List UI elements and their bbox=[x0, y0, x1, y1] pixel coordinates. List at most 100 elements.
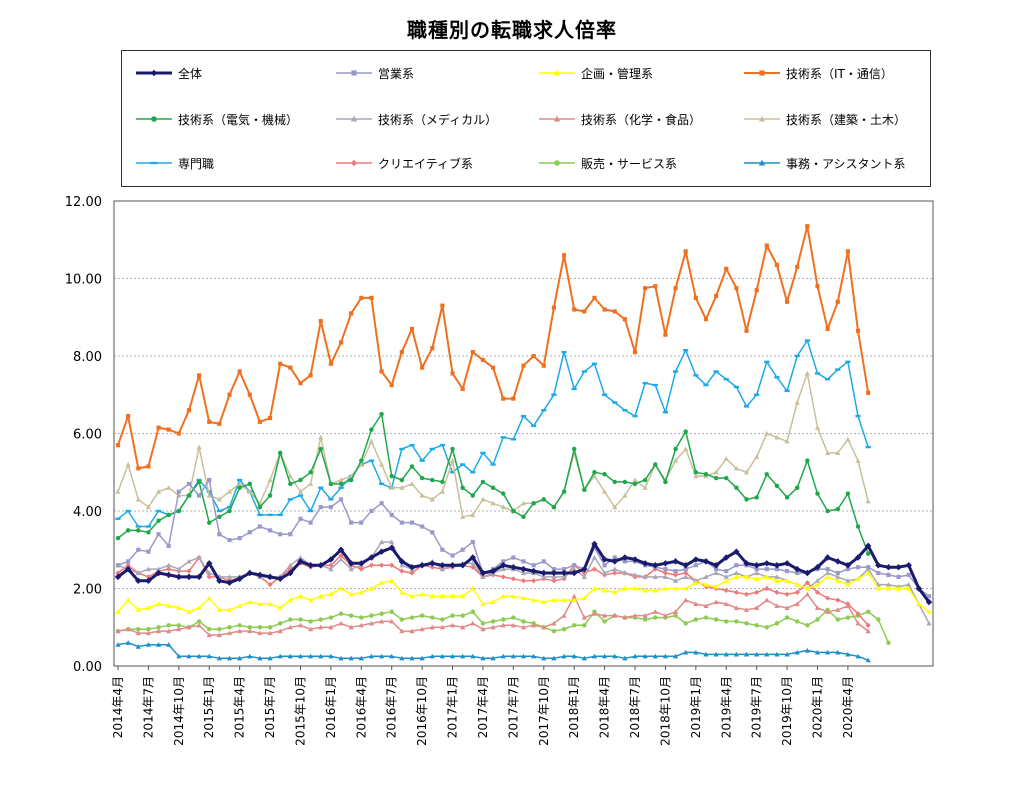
data-point bbox=[784, 605, 790, 610]
data-point bbox=[318, 505, 323, 510]
data-point bbox=[207, 477, 212, 483]
data-point bbox=[571, 446, 577, 452]
data-point bbox=[795, 264, 800, 269]
data-point bbox=[287, 569, 294, 577]
data-point bbox=[430, 530, 435, 535]
data-point bbox=[591, 585, 598, 591]
data-point bbox=[237, 536, 242, 541]
data-point bbox=[369, 508, 374, 514]
data-point bbox=[601, 556, 608, 563]
data-point bbox=[754, 567, 759, 572]
data-point bbox=[349, 520, 354, 525]
data-point bbox=[389, 473, 394, 479]
data-point bbox=[247, 625, 252, 630]
data-point bbox=[247, 392, 252, 397]
data-point bbox=[906, 585, 912, 591]
data-point bbox=[754, 623, 759, 628]
data-point bbox=[166, 566, 172, 572]
data-point bbox=[379, 411, 384, 417]
data-point bbox=[520, 595, 527, 601]
data-point bbox=[207, 520, 212, 525]
data-point bbox=[449, 593, 456, 599]
data-point bbox=[196, 653, 202, 659]
data-point bbox=[825, 567, 830, 572]
data-point bbox=[763, 560, 770, 567]
data-point bbox=[409, 593, 415, 599]
data-point bbox=[277, 653, 283, 659]
series-技術系（IT・通信） bbox=[115, 224, 871, 471]
data-point bbox=[378, 653, 385, 659]
data-point bbox=[672, 558, 679, 565]
data-point bbox=[257, 655, 263, 661]
data-point bbox=[612, 589, 618, 595]
data-point bbox=[723, 554, 730, 561]
data-point bbox=[399, 589, 405, 595]
data-point bbox=[277, 621, 283, 626]
data-point bbox=[703, 603, 709, 609]
data-point bbox=[399, 520, 404, 525]
data-point bbox=[754, 605, 760, 610]
data-point bbox=[885, 563, 892, 571]
data-point bbox=[683, 621, 688, 626]
data-point bbox=[835, 578, 841, 583]
data-point bbox=[298, 381, 303, 386]
data-point bbox=[551, 655, 557, 661]
data-point bbox=[905, 562, 912, 569]
data-point bbox=[825, 378, 831, 381]
data-point bbox=[734, 485, 739, 490]
legend-label: 営業系 bbox=[378, 66, 415, 81]
data-point bbox=[723, 574, 729, 579]
data-point bbox=[156, 625, 161, 630]
data-point bbox=[845, 603, 851, 609]
data-point bbox=[551, 504, 557, 510]
data-point bbox=[389, 618, 395, 624]
series-企画・管理系 bbox=[115, 570, 932, 614]
data-point bbox=[338, 477, 344, 483]
data-point bbox=[835, 450, 841, 455]
data-point bbox=[835, 617, 840, 622]
data-point bbox=[693, 601, 699, 607]
data-point bbox=[257, 419, 263, 424]
data-point bbox=[774, 376, 780, 379]
data-point bbox=[399, 350, 404, 355]
data-point bbox=[460, 624, 466, 630]
data-point bbox=[308, 653, 314, 659]
data-point bbox=[683, 574, 689, 579]
x-tick-label: 2015年10月 bbox=[293, 676, 307, 746]
data-point bbox=[490, 500, 496, 506]
data-point bbox=[572, 563, 577, 568]
data-point bbox=[581, 614, 587, 620]
data-point bbox=[389, 382, 394, 388]
data-point bbox=[581, 574, 587, 579]
data-point bbox=[186, 493, 192, 498]
data-point bbox=[733, 605, 739, 610]
data-point bbox=[602, 619, 607, 624]
data-point bbox=[673, 286, 678, 291]
data-point bbox=[865, 498, 871, 504]
data-point bbox=[308, 619, 313, 624]
data-point bbox=[277, 513, 283, 517]
data-point bbox=[257, 524, 263, 529]
data-point bbox=[500, 436, 506, 439]
data-point bbox=[480, 357, 486, 362]
data-point bbox=[805, 623, 810, 628]
data-point bbox=[358, 622, 364, 628]
data-point bbox=[612, 653, 618, 659]
data-point bbox=[136, 626, 141, 632]
data-point bbox=[653, 284, 658, 289]
data-point bbox=[430, 615, 435, 620]
data-point bbox=[288, 481, 293, 487]
data-point bbox=[835, 299, 840, 304]
data-point bbox=[754, 288, 759, 293]
data-point bbox=[743, 651, 750, 657]
data-point bbox=[561, 567, 567, 572]
data-point bbox=[672, 609, 679, 614]
data-point bbox=[774, 603, 780, 609]
data-point bbox=[773, 562, 781, 569]
series-専門職 bbox=[115, 339, 871, 528]
data-point bbox=[754, 589, 760, 595]
data-point bbox=[338, 552, 344, 559]
data-point bbox=[683, 649, 689, 655]
data-point bbox=[267, 601, 273, 607]
x-tick-label: 2017年4月 bbox=[476, 676, 490, 738]
